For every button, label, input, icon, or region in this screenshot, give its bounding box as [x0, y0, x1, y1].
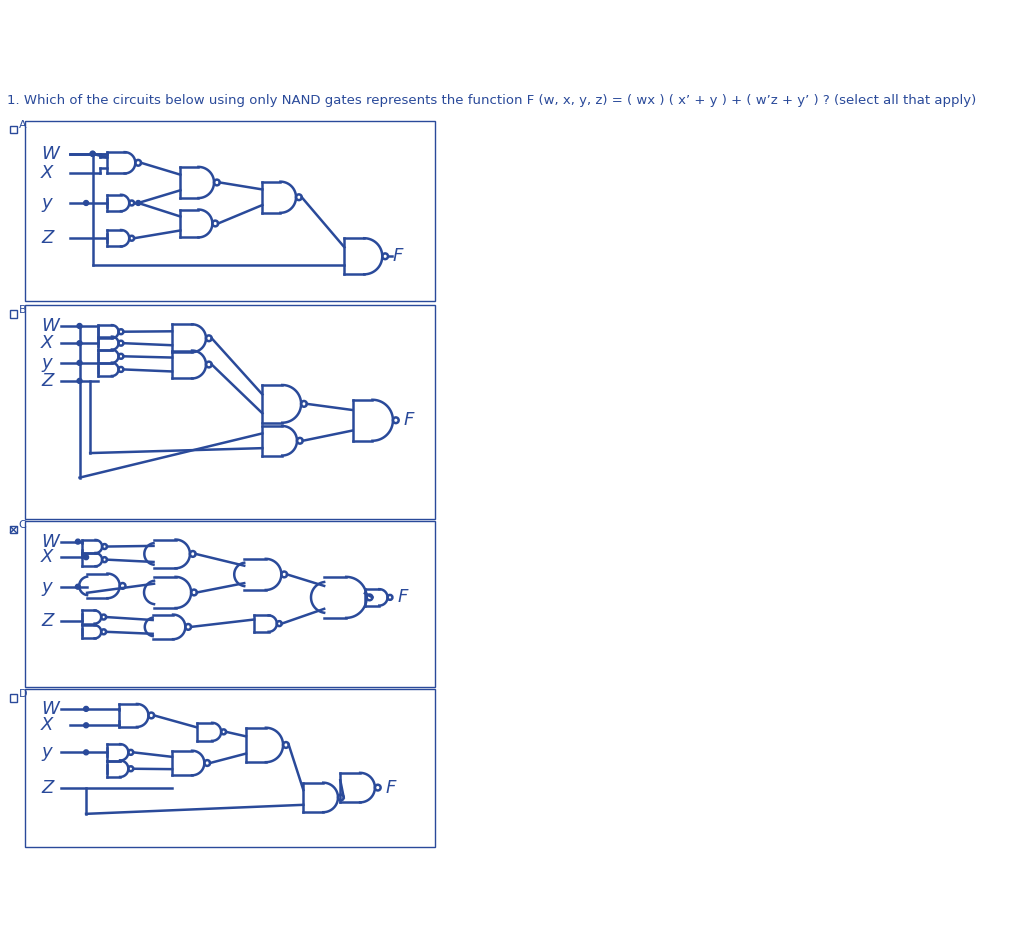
Text: W: W	[41, 145, 58, 163]
Text: F: F	[403, 411, 414, 430]
Circle shape	[77, 341, 82, 346]
Text: Z: Z	[41, 372, 53, 389]
Text: D: D	[18, 688, 28, 699]
Circle shape	[84, 201, 88, 205]
Circle shape	[77, 361, 82, 365]
Bar	[25, 689, 434, 846]
Bar	[10, 126, 17, 134]
Circle shape	[136, 201, 140, 205]
Circle shape	[77, 323, 82, 329]
Text: X: X	[41, 716, 53, 734]
Text: y: y	[41, 743, 51, 761]
Circle shape	[90, 151, 95, 156]
Circle shape	[84, 555, 88, 559]
Text: y: y	[41, 354, 51, 372]
Text: C: C	[18, 520, 27, 531]
Circle shape	[84, 706, 88, 712]
Text: Z: Z	[41, 612, 53, 630]
Text: y: y	[41, 578, 51, 596]
Text: F: F	[393, 248, 403, 265]
Text: Z: Z	[41, 779, 53, 797]
Bar	[25, 521, 434, 686]
Circle shape	[77, 378, 82, 383]
Text: y: y	[41, 194, 51, 212]
Text: B: B	[18, 304, 27, 315]
Text: F: F	[386, 779, 396, 797]
Circle shape	[84, 723, 88, 728]
Text: W: W	[41, 700, 58, 718]
Text: X: X	[41, 334, 53, 352]
Bar	[25, 305, 434, 518]
Text: X: X	[41, 163, 53, 181]
Text: W: W	[41, 317, 58, 335]
Bar	[25, 121, 434, 302]
Bar	[10, 310, 17, 318]
Bar	[10, 526, 17, 533]
Circle shape	[76, 585, 80, 589]
Text: Z: Z	[41, 229, 53, 248]
Bar	[10, 694, 17, 701]
Text: F: F	[397, 588, 408, 606]
Text: W: W	[41, 532, 58, 551]
Circle shape	[84, 750, 88, 755]
Text: A: A	[18, 120, 27, 131]
Circle shape	[76, 539, 80, 545]
Text: 1. Which of the circuits below using only NAND gates represents the function F (: 1. Which of the circuits below using onl…	[6, 94, 976, 106]
Text: X: X	[41, 548, 53, 566]
Circle shape	[90, 151, 95, 156]
